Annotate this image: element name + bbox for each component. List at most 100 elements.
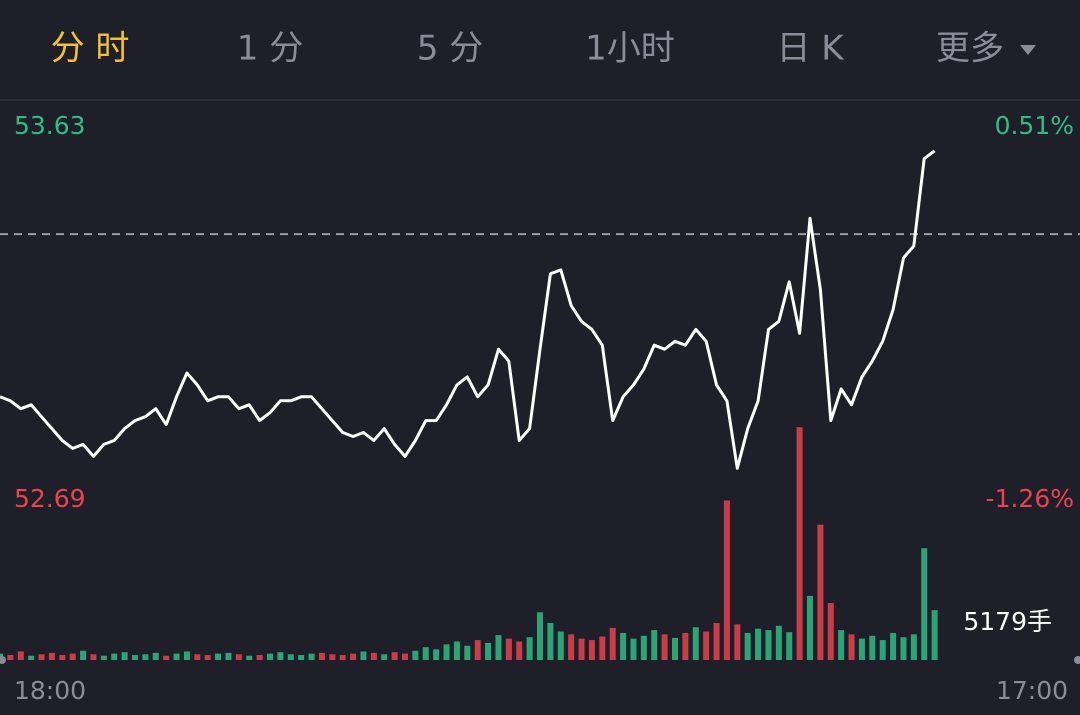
volume-bar <box>526 637 533 660</box>
volume-bar <box>48 652 55 660</box>
volume-bar <box>246 655 253 660</box>
volume-bar <box>921 548 928 660</box>
volume-bar <box>651 630 658 660</box>
volume-bar <box>215 653 222 660</box>
volume-bar <box>142 654 149 660</box>
volume-bar <box>807 595 813 660</box>
volume-bar <box>775 625 782 660</box>
volume-bar <box>204 655 211 660</box>
volume-bar <box>879 640 886 660</box>
volume-bar <box>568 634 575 660</box>
volume-bar <box>765 630 772 660</box>
volume-bar <box>485 642 492 660</box>
volume-bar <box>661 634 668 660</box>
volume-bar <box>827 603 834 660</box>
dropdown-arrow[interactable] <box>1020 45 1036 55</box>
y-tick-label: 53.63 <box>14 111 86 140</box>
volume-bar <box>682 632 689 660</box>
volume-bar <box>402 653 408 660</box>
y2-tick-label: -1.26% <box>986 484 1074 513</box>
volume-bar <box>90 654 97 660</box>
volume-bar <box>277 652 284 660</box>
volume-bar <box>173 653 180 660</box>
volume-bar <box>443 644 450 660</box>
volume-bar <box>786 632 793 660</box>
volume-bar <box>547 622 554 660</box>
volume-bar <box>267 653 273 660</box>
chart: 52.69 53.63 -1.26% 0.51% 5179手 18:00 17:00 <box>0 111 1080 705</box>
volume-bar <box>69 653 76 660</box>
volume-bar <box>453 641 460 660</box>
volume-bar <box>537 612 543 660</box>
volume-bar <box>838 630 845 660</box>
volume-bar <box>620 632 627 660</box>
volume-bar <box>298 655 305 660</box>
volume-bar <box>318 652 325 660</box>
volume-bar <box>703 631 710 660</box>
y2-tick-label: 0.51% <box>995 111 1074 140</box>
volume-bar <box>121 652 128 660</box>
volume-bar <box>370 652 377 660</box>
volume-bar <box>350 653 357 660</box>
volume-bar <box>734 624 741 660</box>
volume-bar <box>723 500 730 660</box>
volume-bar <box>111 653 118 660</box>
volume-bar <box>900 637 907 660</box>
volume-bar <box>817 524 824 660</box>
volume-bar <box>433 649 440 660</box>
volume-bar <box>474 640 481 660</box>
tab-bar: 分 时 1 分 5 分 1小时 日 K 更多 <box>51 29 1036 69</box>
volume-bar <box>599 636 606 660</box>
volume-bar <box>869 635 876 660</box>
axis-dot <box>0 656 6 664</box>
volume-label: 5179手 <box>963 607 1052 636</box>
volume-bar <box>381 654 388 660</box>
volume-bar <box>152 652 159 660</box>
x-tick-label: 18:00 <box>14 676 86 705</box>
volume-bar <box>391 652 398 660</box>
y-tick-label: 52.69 <box>14 484 86 513</box>
volume-bar <box>505 638 512 660</box>
tab[interactable]: 1 分 <box>237 29 303 69</box>
axis-dot <box>1074 656 1080 664</box>
volume-bar <box>640 635 647 660</box>
tab[interactable]: 1小时 <box>585 29 675 69</box>
x-tick-label: 17:00 <box>996 676 1068 705</box>
volume-bar <box>412 650 419 660</box>
volume-bar <box>495 635 502 660</box>
volume-bar <box>17 651 24 660</box>
tab[interactable]: 更多 <box>936 29 1004 69</box>
volume-bar <box>713 622 720 660</box>
volume-bar <box>194 654 201 660</box>
volume-bar <box>132 655 138 660</box>
volume-bar <box>755 628 762 660</box>
volume-bar <box>672 637 678 660</box>
volume-bar <box>80 650 87 660</box>
volume-bar <box>744 632 751 660</box>
volume-bar <box>848 634 855 660</box>
volume-bar <box>557 631 564 660</box>
volume-bar <box>464 645 471 660</box>
volume-bar <box>28 655 35 660</box>
volume-bar <box>931 610 938 660</box>
volume-bar <box>910 634 917 660</box>
volume-bar <box>890 632 897 660</box>
tab[interactable]: 分 时 <box>51 29 130 69</box>
tab[interactable]: 5 分 <box>417 29 483 69</box>
volume-bar <box>163 655 170 660</box>
volume-bar <box>796 427 803 660</box>
volume-bar <box>692 627 699 660</box>
price-line <box>0 149 936 470</box>
volume-bar <box>329 654 336 660</box>
tab[interactable]: 日 K <box>776 29 845 69</box>
volume-bar <box>59 655 66 660</box>
volume-bar <box>588 640 595 660</box>
volume-bar <box>578 638 585 660</box>
volume-bar <box>422 647 429 660</box>
volume-bar <box>256 655 263 660</box>
volume-bar <box>858 638 865 660</box>
volume-bar <box>100 655 107 660</box>
volume-bar <box>360 651 367 660</box>
volume-bar <box>339 655 346 660</box>
